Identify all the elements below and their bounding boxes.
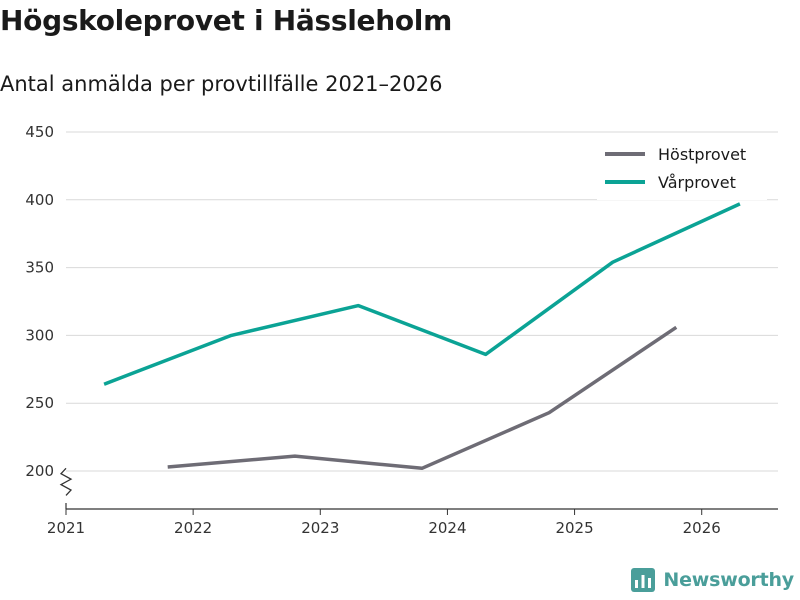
- y-axis-break-icon: [59, 467, 73, 496]
- gridlines: [66, 131, 778, 472]
- series-line-h-stprovet: [167, 325, 678, 471]
- legend: Höstprovet Vårprovet: [597, 138, 767, 200]
- y-tick-label: 350: [25, 259, 54, 277]
- x-tick-label: 2024: [428, 519, 466, 537]
- y-tick-label: 300: [25, 326, 54, 344]
- y-tick-label: 250: [25, 394, 54, 412]
- x-tick-label: 2021: [47, 519, 85, 537]
- chart-title: Högskoleprovet i Hässleholm: [0, 4, 452, 37]
- chart-subtitle: Antal anmälda per provtillfälle 2021–202…: [0, 72, 443, 96]
- x-tick-label: 2025: [555, 519, 593, 537]
- axes: 200 250 300 350 400 450 2021 2022 2023 2024 2025 20…: [25, 123, 778, 537]
- x-tick-label: 2026: [683, 519, 721, 537]
- legend-box: [597, 138, 767, 200]
- brand-logo: Newsworthy: [631, 566, 794, 594]
- y-tick-label: 450: [25, 123, 54, 141]
- y-tick-label: 400: [25, 191, 54, 209]
- legend-label: Höstprovet: [658, 145, 746, 164]
- bar-chart-logo-icon: [631, 568, 656, 592]
- brand-name: Newsworthy: [663, 569, 794, 591]
- series-line-v-rprovet: [103, 202, 741, 386]
- x-tick-label: 2023: [301, 519, 339, 537]
- series-lines: [103, 202, 741, 471]
- x-tick-label: 2022: [174, 519, 212, 537]
- y-tick-label: 200: [25, 462, 54, 480]
- legend-label: Vårprovet: [658, 173, 736, 192]
